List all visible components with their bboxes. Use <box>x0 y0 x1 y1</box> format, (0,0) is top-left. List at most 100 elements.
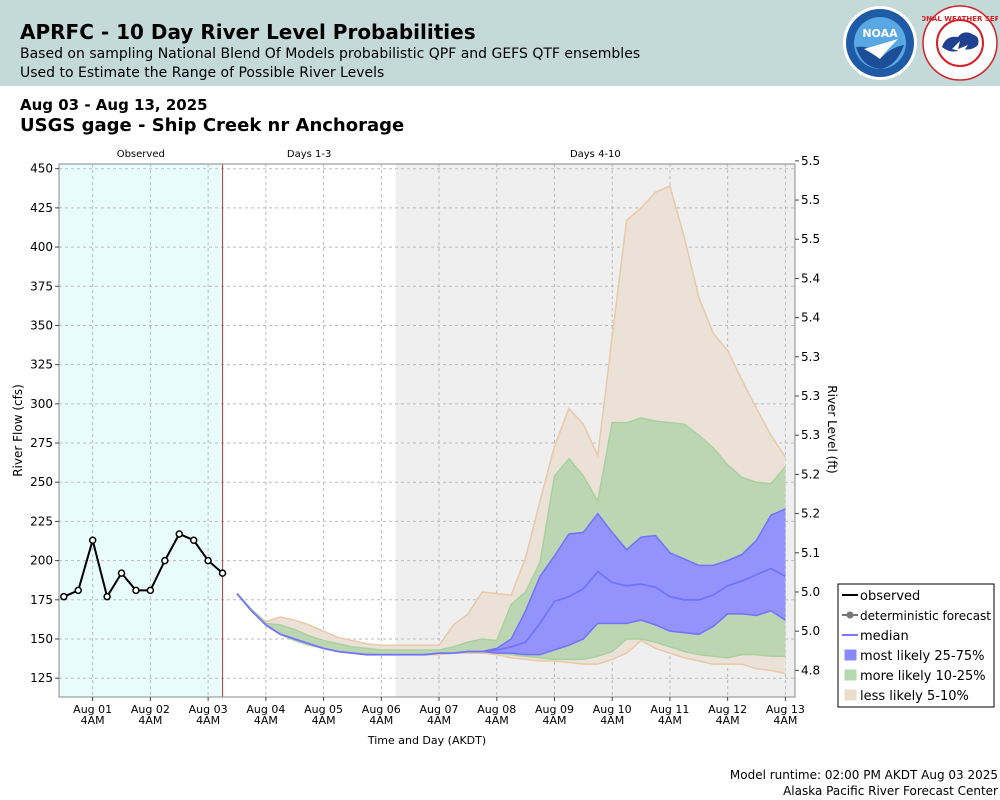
most-likely-band-lower-edge <box>482 609 786 656</box>
y2-tick-label: 5.2 <box>801 467 820 481</box>
x-tick-date: Aug 10 <box>593 703 632 716</box>
nws-logo: NATIONAL WEATHER SERVICE <box>922 5 998 81</box>
observed-point <box>117 569 126 577</box>
y-tick-label: 300 <box>30 397 53 411</box>
x-tick-time: 4AM <box>427 714 451 727</box>
y-tick-label: 325 <box>30 358 53 372</box>
forecast-period: Aug 03 - Aug 13, 2025 <box>20 96 208 114</box>
x-tick-date: Aug 03 <box>189 703 228 716</box>
legend-swatch-dot <box>846 611 854 619</box>
legend-swatch <box>844 689 857 701</box>
subtitle-line-1: Based on sampling National Blend Of Mode… <box>20 46 641 62</box>
x-tick-time: 4AM <box>658 714 682 727</box>
region-label-1: Observed <box>117 149 165 160</box>
legend-label: more likely 10-25% <box>860 669 986 684</box>
y-tick-label: 225 <box>30 514 53 528</box>
page-title: APRFC - 10 Day River Level Probabilities <box>20 20 476 44</box>
y2-tick-label: 5.4 <box>801 311 820 325</box>
most-likely-band-area <box>482 508 786 655</box>
y2-tick-label: 5.2 <box>801 507 820 521</box>
x-tick-date: Aug 09 <box>535 703 574 716</box>
region-2 <box>222 164 396 697</box>
observed-point <box>103 592 111 601</box>
legend-label: observed <box>860 589 920 604</box>
y-tick-label: 125 <box>30 671 53 685</box>
x-tick-time: 4AM <box>600 714 624 727</box>
y2-tick-label: 5.5 <box>801 232 820 246</box>
legend-label: most likely 25-75% <box>860 649 984 664</box>
y2-tick-label: 5.5 <box>801 193 820 207</box>
y2-tick-label: 5.3 <box>801 389 820 403</box>
observed-point <box>218 569 227 577</box>
y2-tick-label: 5.0 <box>801 585 820 599</box>
legend-label: deterministic forecast <box>860 609 991 623</box>
x-tick-date: Aug 06 <box>362 703 401 716</box>
less-likely-band-upper-edge <box>236 184 787 647</box>
median-line <box>236 567 786 656</box>
region-label-3: Days 4-10 <box>570 149 621 160</box>
model-runtime: Model runtime: 02:00 PM AKDT Aug 03 2025 <box>729 768 998 782</box>
y-tick-label: 150 <box>30 632 53 646</box>
y-tick-label: 200 <box>30 554 53 568</box>
x-tick-date: Aug 12 <box>708 703 747 716</box>
y-tick-label: 425 <box>30 201 53 215</box>
y-tick-label: 350 <box>30 318 53 332</box>
plot-frame <box>58 163 796 698</box>
y2-tick-label: 5.4 <box>801 271 820 285</box>
noaa-logo-text: NOAA <box>862 27 898 40</box>
x-tick-time: 4AM <box>773 714 797 727</box>
region-label-2: Days 1-3 <box>287 149 331 160</box>
observed-point <box>175 530 184 538</box>
observed-point <box>204 556 212 565</box>
x-tick-time: 4AM <box>716 714 740 727</box>
observed-point <box>60 592 68 601</box>
x-tick-time: 4AM <box>485 714 509 727</box>
y2-tick-label: 5.1 <box>801 546 820 560</box>
observed-point <box>132 586 140 595</box>
legend-swatch <box>844 649 857 661</box>
x-tick-date: Aug 01 <box>73 703 112 716</box>
x-tick-time: 4AM <box>312 714 336 727</box>
x-tick-time: 4AM <box>138 714 162 727</box>
x-tick-date: Aug 13 <box>766 703 805 716</box>
y-tick-label: 400 <box>30 240 53 254</box>
header-banner: APRFC - 10 Day River Level Probabilities… <box>0 0 1000 86</box>
observed-line <box>63 532 224 600</box>
observed-point <box>189 536 198 544</box>
x-tick-time: 4AM <box>369 714 393 727</box>
x-axis-title: Time and Day (AKDT) <box>367 734 486 747</box>
region-1 <box>59 164 223 697</box>
x-tick-date: Aug 04 <box>246 703 285 716</box>
most-likely-band-upper-edge <box>482 508 786 653</box>
legend-box <box>837 583 995 708</box>
y-tick-label: 375 <box>30 279 53 293</box>
x-tick-date: Aug 02 <box>131 703 170 716</box>
x-tick-date: Aug 08 <box>477 703 516 716</box>
y-tick-label: 450 <box>30 162 53 176</box>
y-tick-label: 250 <box>30 475 53 489</box>
observed-point <box>146 586 155 595</box>
x-tick-time: 4AM <box>542 714 566 727</box>
forecast-center: Alaska Pacific River Forecast Center <box>783 784 998 798</box>
y2-tick-label: 5.0 <box>801 624 820 638</box>
observed-point <box>88 536 97 544</box>
x-tick-time: 4AM <box>196 714 220 727</box>
nws-logo-text: NATIONAL WEATHER SERVICE <box>922 15 998 23</box>
legend-label: less likely 5-10% <box>860 689 969 704</box>
noaa-logo: NOAA <box>843 6 917 80</box>
x-tick-time: 4AM <box>81 714 105 727</box>
x-tick-date: Aug 11 <box>650 703 689 716</box>
y2-tick-label: 5.3 <box>801 350 820 364</box>
y-tick-label: 275 <box>30 436 53 450</box>
y-tick-label: 175 <box>30 593 53 607</box>
more-likely-band-upper-edge <box>236 417 786 651</box>
y2-tick-label: 5.5 <box>801 154 820 168</box>
x-tick-time: 4AM <box>254 714 278 727</box>
y2-tick-label: 5.3 <box>801 428 820 442</box>
legend-swatch <box>844 669 857 681</box>
legend-label: median <box>860 629 909 644</box>
observed-point <box>74 586 82 595</box>
x-tick-date: Aug 07 <box>420 703 459 716</box>
y2-axis-title: River Level (ft) <box>825 385 839 473</box>
